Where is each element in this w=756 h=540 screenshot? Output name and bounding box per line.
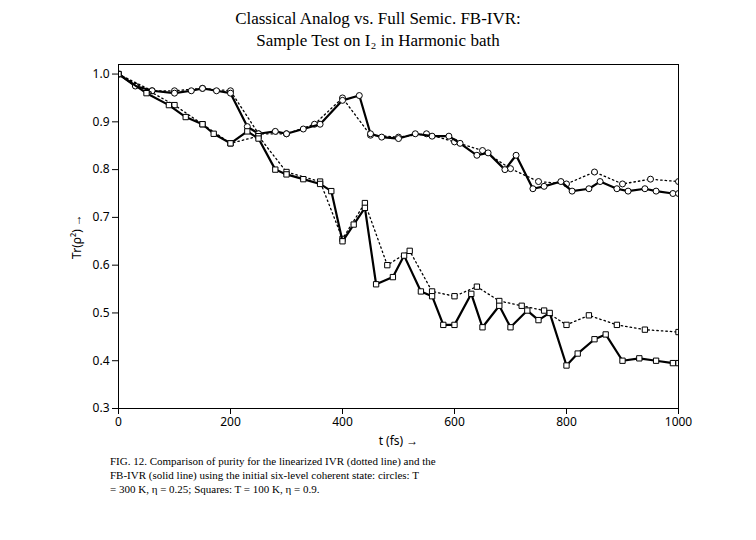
svg-text:1.0: 1.0 <box>93 65 110 82</box>
svg-text:0.5: 0.5 <box>93 304 110 321</box>
html-text:Sample Test on I₂ in Harmonic: Sample Test on I₂ in Harmonic bath <box>256 31 500 50</box>
svg-text:1000: 1000 <box>665 413 693 430</box>
html-text:= 300 K, η = 0.25; Squares: T: = 300 K, η = 0.25; Squares: T = 100 K, η… <box>110 483 320 495</box>
svg-text:0.7: 0.7 <box>93 208 110 225</box>
svg-text:200: 200 <box>220 413 241 430</box>
svg-text:600: 600 <box>444 413 465 430</box>
svg-text:Tr(ρ²) →: Tr(ρ²) → <box>68 214 85 259</box>
html-text:FIG. 12. Comparison of purity: FIG. 12. Comparison of purity for the li… <box>110 455 436 467</box>
svg-text:0.8: 0.8 <box>93 160 110 177</box>
svg-text:0: 0 <box>115 413 122 430</box>
svg-text:t (fs) →: t (fs) → <box>379 432 419 449</box>
html-text:Classical Analog vs. Full Semi: Classical Analog vs. Full Semic. FB-IVR: <box>235 9 521 28</box>
svg-text:0.3: 0.3 <box>93 399 110 416</box>
svg-text:800: 800 <box>556 413 577 430</box>
svg-text:0.6: 0.6 <box>93 256 110 273</box>
svg-text:0.9: 0.9 <box>93 113 110 130</box>
svg-text:0.4: 0.4 <box>93 352 110 369</box>
html-text:FB-IVR (solid line) using the: FB-IVR (solid line) using the initial si… <box>110 469 419 481</box>
svg-text:400: 400 <box>332 413 353 430</box>
